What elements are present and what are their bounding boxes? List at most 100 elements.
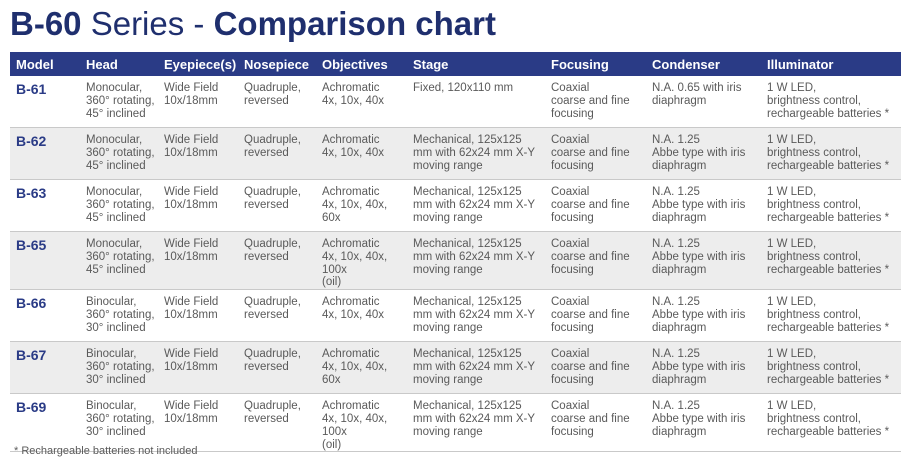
cell-eyepiece: Wide Field 10x/18mm bbox=[158, 179, 238, 232]
cell-line: Wide Field bbox=[164, 82, 219, 94]
cell-focusing: Coaxial coarse and fine focusing bbox=[545, 179, 646, 232]
cell-eyepiece: Wide Field 10x/18mm bbox=[158, 341, 238, 395]
cell-line: moving range bbox=[413, 211, 483, 224]
cell-line: 1 W LED, bbox=[767, 348, 817, 361]
cell-line: 10x/18mm bbox=[164, 198, 218, 211]
cell-line: diaphragm bbox=[652, 373, 707, 386]
cell-focusing: Coaxial coarse and fine focusing bbox=[545, 289, 646, 343]
cell-line: rechargeable batteries * bbox=[767, 159, 890, 172]
cell-objectives: Achromatic 4x, 10x, 40x, 100x (oil) bbox=[316, 393, 407, 453]
cell-line: 30° inclined bbox=[86, 321, 146, 334]
cell-head: Monocular, 360° rotating, 45° inclined bbox=[80, 76, 158, 128]
cell-model: B-61 bbox=[10, 76, 80, 128]
cell-line: 30° inclined bbox=[86, 373, 146, 386]
table-header-row: Model Head Eyepiece(s) Nosepiece Objecti… bbox=[10, 52, 901, 76]
cell-nosepiece: Quadruple, reversed bbox=[238, 231, 316, 291]
cell-line: (oil) bbox=[322, 276, 342, 289]
cell-eyepiece: Wide Field 10x/18mm bbox=[158, 231, 238, 291]
cell-eyepiece: Wide Field 10x/18mm bbox=[158, 289, 238, 343]
column-header-eyepiece: Eyepiece(s) bbox=[158, 52, 238, 76]
column-header-condenser: Condenser bbox=[646, 52, 761, 76]
cell-line: focusing bbox=[551, 321, 594, 334]
cell-focusing: Coaxial coarse and fine focusing bbox=[545, 76, 646, 128]
comparison-table: Model Head Eyepiece(s) Nosepiece Objecti… bbox=[10, 52, 901, 453]
cell-line: brightness control, bbox=[767, 146, 861, 159]
column-header-stage: Stage bbox=[407, 52, 545, 76]
cell-line: brightness control, bbox=[767, 412, 861, 425]
cell-line: focusing bbox=[551, 211, 594, 224]
cell-line: moving range bbox=[413, 321, 483, 334]
cell-line: rechargeable batteries * bbox=[767, 107, 890, 120]
cell-line: Achromatic bbox=[322, 186, 380, 198]
column-header-objectives: Objectives bbox=[316, 52, 407, 76]
cell-nosepiece: Quadruple, reversed bbox=[238, 289, 316, 343]
cell-eyepiece: Wide Field 10x/18mm bbox=[158, 76, 238, 128]
cell-line: focusing bbox=[551, 373, 594, 386]
cell-model: B-66 bbox=[10, 289, 80, 343]
cell-illuminator: 1 W LED, brightness control, rechargeable … bbox=[761, 289, 901, 343]
cell-line: Mechanical, 125x125 bbox=[413, 296, 522, 309]
cell-line: coarse and fine bbox=[551, 250, 630, 263]
cell-line: 360° rotating, bbox=[86, 94, 155, 107]
cell-line: 4x, 10x, 40x, 100x bbox=[322, 250, 388, 276]
cell-stage: Mechanical, 125x125 mm with 62x24 mm X-Y m… bbox=[407, 289, 545, 343]
cell-line: 45° inclined bbox=[86, 159, 146, 172]
cell-line: Quadruple, bbox=[244, 82, 301, 94]
cell-model: B-67 bbox=[10, 341, 80, 395]
cell-line: focusing bbox=[551, 425, 594, 438]
cell-line: mm with 62x24 mm X-Y bbox=[413, 250, 536, 263]
cell-line: Abbe type with iris bbox=[652, 412, 746, 425]
cell-line: 4x, 10x, 40x, 60x bbox=[322, 198, 388, 224]
cell-condenser: N.A. 1.25 Abbe type with iris diaphragm bbox=[646, 179, 761, 232]
cell-line: 4x, 10x, 40x bbox=[322, 308, 385, 321]
column-header-nosepiece: Nosepiece bbox=[238, 52, 316, 76]
cell-line: 1 W LED, bbox=[767, 238, 817, 250]
cell-line: Coaxial bbox=[551, 400, 590, 413]
cell-nosepiece: Quadruple, reversed bbox=[238, 127, 316, 180]
cell-line: reversed bbox=[244, 198, 289, 211]
cell-illuminator: 1 W LED, brightness control, rechargeable … bbox=[761, 231, 901, 291]
cell-line: 360° rotating, bbox=[86, 308, 155, 321]
cell-line: Monocular, bbox=[86, 134, 143, 146]
cell-objectives: Achromatic 4x, 10x, 40x, 60x bbox=[316, 341, 407, 395]
table-row: B-61 Monocular, 360° rotating, 45° inclined… bbox=[10, 76, 901, 128]
cell-line: Achromatic bbox=[322, 134, 380, 146]
cell-line: 45° inclined bbox=[86, 211, 146, 224]
cell-line: 45° inclined bbox=[86, 263, 146, 276]
cell-nosepiece: Quadruple, reversed bbox=[238, 341, 316, 395]
cell-line: coarse and fine bbox=[551, 360, 630, 373]
cell-focusing: Coaxial coarse and fine focusing bbox=[545, 127, 646, 180]
table-row: B-66 Binocular, 360° rotating, 30° inclined… bbox=[10, 289, 901, 343]
cell-line: Wide Field bbox=[164, 186, 219, 198]
cell-line: Abbe type with iris bbox=[652, 360, 746, 373]
cell-line: Wide Field bbox=[164, 238, 219, 250]
cell-line: 10x/18mm bbox=[164, 94, 218, 107]
cell-line: Quadruple, bbox=[244, 134, 301, 146]
cell-line: brightness control, bbox=[767, 308, 861, 321]
cell-line: Mechanical, 125x125 bbox=[413, 134, 522, 146]
cell-eyepiece: Wide Field 10x/18mm bbox=[158, 393, 238, 453]
cell-objectives: Achromatic 4x, 10x, 40x, 100x (oil) bbox=[316, 231, 407, 291]
cell-line: Wide Field bbox=[164, 296, 219, 309]
cell-line: rechargeable batteries * bbox=[767, 211, 890, 224]
cell-line: mm with 62x24 mm X-Y bbox=[413, 360, 536, 373]
cell-line: Binocular, bbox=[86, 400, 137, 413]
cell-condenser: N.A. 1.25 Abbe type with iris diaphragm bbox=[646, 231, 761, 291]
cell-line: Coaxial bbox=[551, 296, 590, 309]
cell-line: diaphragm bbox=[652, 263, 707, 276]
cell-line: 10x/18mm bbox=[164, 412, 218, 425]
cell-line: Monocular, bbox=[86, 186, 143, 198]
cell-line: mm with 62x24 mm X-Y bbox=[413, 146, 536, 159]
cell-line: brightness control, bbox=[767, 360, 861, 373]
cell-line: moving range bbox=[413, 159, 483, 172]
cell-line: Quadruple, bbox=[244, 296, 301, 309]
page-title: B-60 Series - Comparison chart bbox=[10, 2, 496, 46]
cell-eyepiece: Wide Field 10x/18mm bbox=[158, 127, 238, 180]
cell-head: Binocular, 360° rotating, 30° inclined bbox=[80, 341, 158, 395]
table-row: B-63 Monocular, 360° rotating, 45° inclined… bbox=[10, 179, 901, 232]
cell-stage: Fixed, 120x110 mm bbox=[407, 76, 545, 128]
cell-line: 360° rotating, bbox=[86, 360, 155, 373]
cell-line: 10x/18mm bbox=[164, 360, 218, 373]
cell-line: rechargeable batteries * bbox=[767, 321, 890, 334]
cell-line: Abbe type with iris bbox=[652, 146, 746, 159]
